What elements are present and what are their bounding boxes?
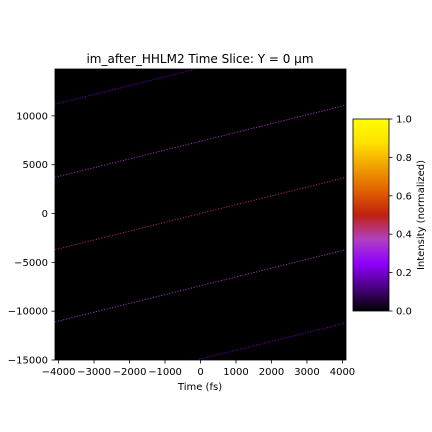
x-axis-label: Time (fs): [177, 382, 222, 393]
colorbar-tick-label: 0.2: [396, 268, 412, 279]
colorbar-tick-label: 0.6: [396, 191, 412, 202]
x-tick-label: 4000: [330, 367, 355, 378]
colorbar-label: Intensity (normalized): [416, 160, 427, 270]
x-tick-label: 3000: [294, 367, 319, 378]
x-axis: −4000 −3000 −2000 −1000 0 1000 2000 3000 4000: [42, 360, 355, 378]
colorbar: [352, 118, 390, 312]
colorbar-tick-label: 0.8: [396, 153, 412, 164]
x-tick-label: 2000: [259, 367, 284, 378]
fringe-line: [55, 249, 346, 323]
x-tick-label: 1000: [223, 367, 248, 378]
colorbar-tick-label: 0.0: [396, 307, 412, 318]
x-tick-label: −3000: [77, 367, 111, 378]
x-tick-label: −2000: [113, 367, 147, 378]
x-tick-label: −1000: [148, 367, 182, 378]
y-tick-label: −5000: [14, 258, 48, 269]
y-axis: −15000 −10000 −5000 0 5000 10000: [8, 111, 55, 367]
y-tick-label: 5000: [23, 160, 48, 171]
fringe-line: [55, 104, 346, 178]
x-tick-label: 0: [197, 367, 203, 378]
plot-area: [55, 69, 346, 360]
y-tick-label: 10000: [16, 111, 48, 122]
y-tick-label: 0: [42, 209, 48, 220]
fringe-layer: [55, 69, 346, 360]
y-tick-label: −10000: [8, 307, 48, 318]
colorbar-tick-label: 0.4: [396, 230, 412, 241]
colorbar-tick-label: 1.0: [396, 115, 412, 126]
chart-title: im_after_HHLM2 Time Slice: Y = 0 μm: [86, 52, 313, 66]
y-tick-label: −15000: [8, 356, 48, 367]
x-tick-label: −4000: [42, 367, 76, 378]
fringe-line: [55, 176, 346, 251]
fringe-line: [194, 322, 346, 360]
colorbar-axis: 0.0 0.2 0.4 0.6 0.8 1.0: [389, 115, 412, 318]
